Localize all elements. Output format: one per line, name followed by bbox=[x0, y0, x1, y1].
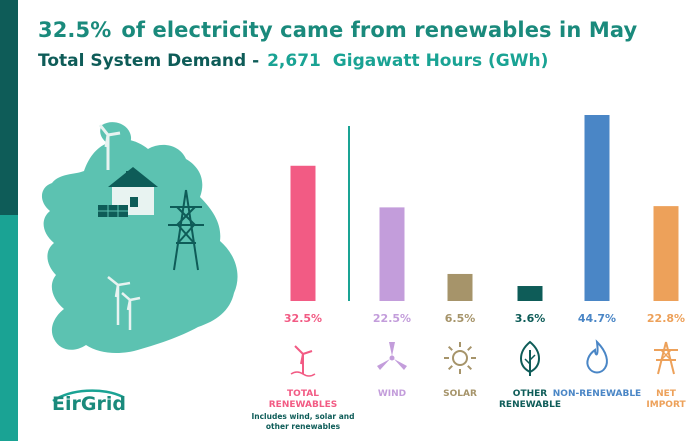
flame-icon bbox=[586, 339, 608, 374]
category-label-line1: NET bbox=[656, 389, 676, 399]
category-label-5: NET IMPORT bbox=[621, 389, 700, 411]
wind-turbine-map-icon bbox=[98, 124, 121, 170]
page-title: 32.5% of electricity came from renewables… bbox=[38, 18, 637, 42]
subtitle-label: Total System Demand - bbox=[38, 51, 260, 71]
category-label-line1: TOTAL bbox=[287, 389, 319, 399]
category-label-line1: OTHER bbox=[512, 389, 548, 399]
subtitle-value: 2,671 bbox=[267, 51, 321, 71]
bar-1 bbox=[379, 207, 405, 301]
side-accent-top bbox=[0, 0, 18, 215]
category-label-2: SOLAR bbox=[415, 389, 505, 400]
ireland-map-illustration bbox=[41, 122, 238, 353]
category-label-4: NON-RENEWABLE bbox=[552, 389, 642, 400]
value-label-5: 22.8% bbox=[647, 312, 685, 325]
house-icon bbox=[98, 167, 158, 217]
category-label-line2: IMPORT bbox=[646, 400, 686, 410]
ireland-shape bbox=[41, 139, 238, 353]
category-label-3: OTHER RENEWABLE bbox=[485, 389, 575, 411]
total-renewables-note: Includes wind, solar and other renewables bbox=[248, 412, 358, 432]
propeller-icon bbox=[377, 342, 407, 370]
value-label-1: 22.5% bbox=[373, 312, 411, 325]
pylon-icon bbox=[654, 341, 678, 375]
total-note-line-0: Includes wind, solar and bbox=[251, 412, 355, 421]
sun-icon bbox=[444, 342, 476, 374]
wind-turbines-south-icon bbox=[107, 276, 141, 330]
bar-5 bbox=[653, 206, 679, 301]
headline-text: of electricity came from renewables in M… bbox=[121, 18, 638, 42]
category-label-line1: WIND bbox=[377, 389, 407, 399]
value-label-3: 3.6% bbox=[515, 312, 546, 325]
category-label-line2: RENEWABLES bbox=[268, 400, 338, 410]
subtitle-unit: Gigawatt Hours (GWh) bbox=[332, 51, 549, 71]
category-label-line1: SOLAR bbox=[443, 389, 477, 399]
category-label-1: WIND bbox=[347, 389, 437, 400]
bar-3 bbox=[517, 286, 543, 301]
renewable-divider-line bbox=[348, 126, 350, 301]
bar-2 bbox=[447, 273, 473, 301]
bar-0 bbox=[290, 165, 316, 301]
wind-turbine-icon bbox=[290, 345, 316, 377]
bar-4 bbox=[584, 115, 610, 301]
eirgrid-logo: EirGrid bbox=[52, 393, 126, 415]
side-accent-bar bbox=[0, 0, 18, 441]
value-label-2: 6.5% bbox=[445, 312, 476, 325]
side-accent-bottom bbox=[0, 215, 18, 441]
category-label-line1: NON-RENEWABLE bbox=[552, 389, 642, 399]
headline-percent: 32.5% bbox=[38, 18, 112, 42]
value-label-4: 44.7% bbox=[578, 312, 616, 325]
category-label-0: TOTAL RENEWABLES bbox=[258, 389, 348, 411]
category-label-line2: RENEWABLE bbox=[499, 400, 561, 410]
leaf-icon bbox=[520, 340, 540, 376]
value-label-0: 32.5% bbox=[284, 312, 322, 325]
total-note-line-1: other renewables bbox=[265, 422, 341, 431]
pylon-map-icon bbox=[168, 189, 204, 271]
page-subtitle: Total System Demand - 2,671 Gigawatt Hou… bbox=[38, 51, 548, 71]
eirgrid-logo-arc bbox=[52, 389, 124, 403]
